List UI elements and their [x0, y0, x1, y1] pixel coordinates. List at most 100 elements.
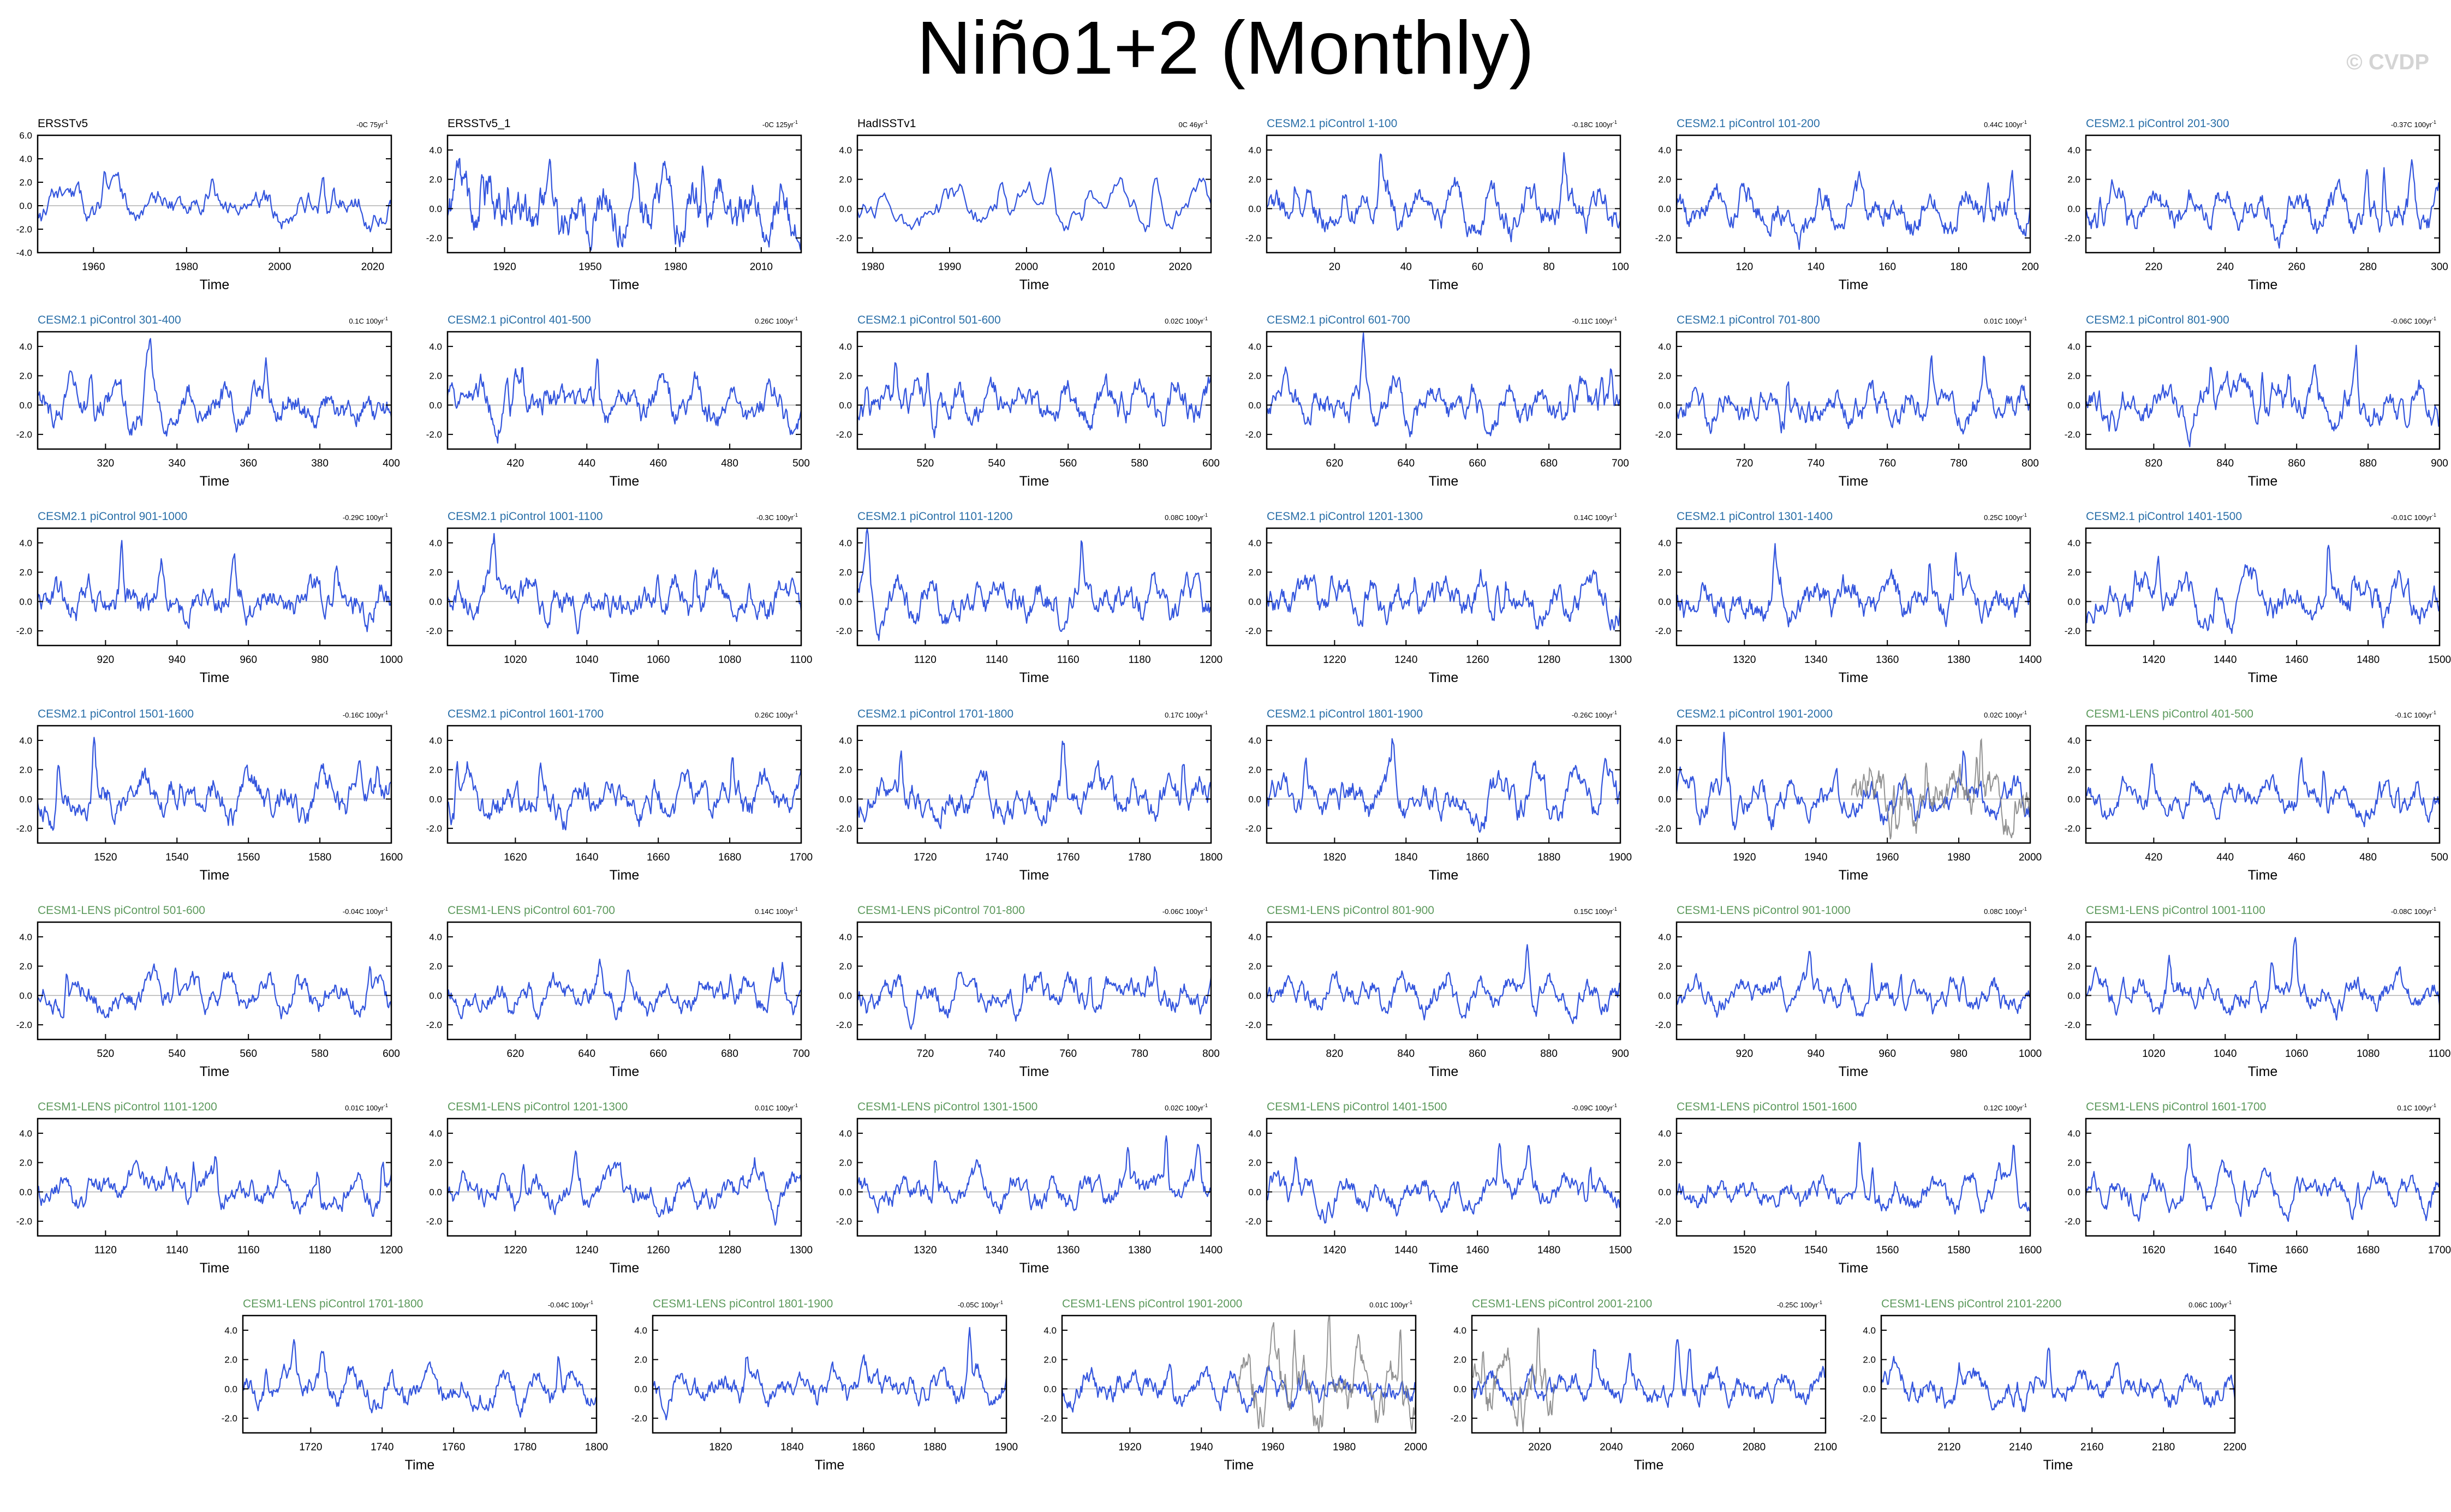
x-axis-label: Time	[610, 868, 640, 883]
series-line	[2085, 1143, 2441, 1222]
x-tick-label: 400	[383, 458, 400, 469]
y-tick-label: 4.0	[224, 1325, 237, 1336]
panel-title: CESM1-LENS piControl 1001-1100	[2086, 904, 2265, 917]
panel-title: CESM1-LENS piControl 901-1000	[1677, 904, 1851, 917]
series-line	[37, 1156, 392, 1217]
x-tick-label: 1740	[371, 1442, 393, 1453]
plot-frame	[1061, 1314, 1417, 1434]
x-tick-label: 700	[1612, 458, 1629, 469]
x-tick-label: 500	[2431, 852, 2448, 863]
y-tick-label: 2.0	[19, 961, 32, 972]
y-tick-label: 2.0	[1658, 1158, 1671, 1168]
x-axis-label: Time	[1224, 1457, 1254, 1473]
trend-label: -0.09C 100yr-1	[1572, 1103, 1617, 1112]
x-axis-label: Time	[1429, 868, 1459, 883]
x-tick-label: 1020	[504, 654, 527, 666]
trend-label: -0.29C 100yr-1	[343, 512, 388, 522]
trend-label: -0.25C 100yr-1	[1777, 1300, 1822, 1309]
y-tick-label: 0.0	[839, 400, 852, 410]
chart-panel: -2.0 0.0 2.0 4.0 1980 1990 2000 2010 2020 Time Had…	[836, 117, 1212, 292]
chart-panel: -2.0 0.0 2.0 4.0 720 740 760 780 800 Time CESM2.1 …	[1655, 314, 2039, 489]
panel-title: CESM1-LENS piControl 801-900	[1267, 904, 1434, 917]
x-axis-label: Time	[1839, 670, 1869, 685]
x-tick-label: 1840	[780, 1442, 803, 1453]
x-axis-label: Time	[1429, 670, 1459, 685]
plot-frame	[1675, 527, 2031, 647]
x-tick-label: 1300	[1609, 654, 1632, 666]
x-tick-label: 1480	[2357, 654, 2380, 666]
chart-panel: -2.0 0.0 2.0 4.0 1020 1040 1060 1080 1100 Time CES…	[426, 510, 813, 685]
plot-frame	[2085, 527, 2441, 647]
trend-exponent: -1	[794, 906, 798, 912]
y-tick-label: 2.0	[2067, 961, 2080, 972]
y-tick-label: 0.0	[839, 596, 852, 607]
x-tick-label: 640	[578, 1048, 595, 1060]
y-tick-label: 2.0	[429, 765, 442, 775]
series-line	[37, 540, 392, 632]
y-tick-label: 4.0	[1658, 1128, 1671, 1139]
panel-title: CESM2.1 piControl 1401-1500	[2086, 510, 2242, 523]
trend-exponent: -1	[1408, 1300, 1412, 1305]
panel-title: CESM1-LENS piControl 601-700	[448, 904, 615, 917]
x-tick-label: 2020	[361, 261, 384, 273]
x-tick-label: 740	[1807, 458, 1824, 469]
x-tick-label: 1120	[914, 654, 937, 666]
x-tick-label: 80	[1543, 261, 1555, 273]
y-tick-label: 4.0	[1248, 342, 1261, 352]
y-tick-label: 2.0	[19, 177, 32, 188]
x-tick-label: 1240	[1394, 654, 1417, 666]
panel-title: CESM1-LENS piControl 1901-2000	[1062, 1298, 1242, 1310]
x-tick-label: 1100	[790, 654, 813, 666]
x-tick-label: 760	[1059, 1048, 1077, 1060]
y-tick-label: -2.0	[222, 1413, 237, 1424]
y-tick-label: 0.0	[1453, 1384, 1466, 1394]
x-tick-label: 740	[988, 1048, 1005, 1060]
y-tick-label: 4.0	[1453, 1325, 1466, 1336]
y-tick-label: -2.0	[836, 233, 852, 243]
trend-exponent: -1	[1613, 906, 1617, 912]
y-tick-label: 2.0	[839, 371, 852, 381]
trend-exponent: -1	[1818, 1300, 1822, 1305]
plot-frame	[2085, 331, 2441, 450]
trend-exponent: -1	[2023, 906, 2027, 912]
x-tick-label: 1580	[308, 852, 331, 863]
y-tick-label: -2.0	[1655, 1020, 1671, 1030]
trend-exponent: -1	[999, 1300, 1003, 1305]
panel-title: ERSSTv5_1	[448, 117, 511, 130]
chart-panel: -2.0 0.0 2.0 4.0 1820 1840 1860 1880 1900 Time CES…	[1245, 708, 1632, 883]
y-tick-label: 4.0	[1658, 342, 1671, 352]
y-tick-label: -2.0	[1451, 1413, 1466, 1424]
series-line	[652, 1326, 1007, 1420]
plot-frame	[446, 331, 802, 450]
panel-title: CESM2.1 piControl 101-200	[1677, 117, 1820, 130]
panel-title: CESM1-LENS piControl 1801-1900	[653, 1298, 833, 1310]
series-line	[856, 167, 1212, 232]
y-tick-label: 4.0	[2067, 1128, 2080, 1139]
chart-panel: -2.0 0.0 2.0 4.0 520 540 560 580 600 Time CESM1-LE…	[16, 904, 400, 1079]
y-tick-label: -2.0	[836, 823, 852, 834]
x-tick-label: 1240	[575, 1245, 598, 1256]
x-tick-label: 1960	[1261, 1442, 1284, 1453]
y-tick-label: -2.0	[1245, 429, 1261, 440]
x-axis-label: Time	[1839, 868, 1869, 883]
trend-label: -0C 75yr-1	[356, 119, 388, 129]
y-tick-label: -2.0	[836, 1020, 852, 1030]
y-tick-label: 0.0	[1658, 596, 1671, 607]
y-tick-label: 4.0	[19, 538, 32, 548]
x-tick-label: 260	[2288, 261, 2305, 273]
x-tick-label: 2180	[2152, 1442, 2175, 1453]
y-tick-label: 2.0	[1248, 371, 1261, 381]
y-tick-label: 2.0	[429, 175, 442, 185]
x-tick-label: 1040	[575, 654, 598, 666]
series-line	[856, 528, 1212, 641]
x-tick-label: 520	[97, 1048, 115, 1060]
trend-exponent: -1	[2432, 710, 2436, 715]
trend-exponent: -1	[384, 316, 388, 321]
trend-exponent: -1	[2432, 316, 2436, 321]
x-tick-label: 1700	[790, 852, 813, 863]
x-tick-label: 1380	[1128, 1245, 1151, 1256]
x-tick-label: 380	[311, 458, 329, 469]
x-tick-label: 1940	[1804, 852, 1827, 863]
x-tick-label: 840	[1397, 1048, 1415, 1060]
trend-exponent: -1	[384, 119, 388, 125]
